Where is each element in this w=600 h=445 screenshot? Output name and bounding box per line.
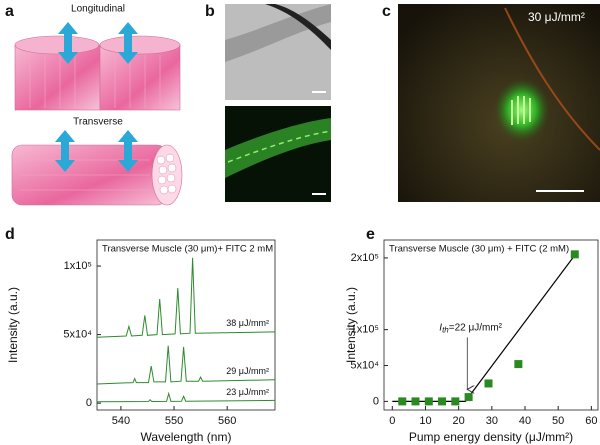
x-tick-label: 0 xyxy=(389,415,395,427)
panel-label: c xyxy=(382,3,391,20)
y-tick-label: 0 xyxy=(86,397,92,409)
panel-label: e xyxy=(366,226,375,243)
x-axis-label: Pump energy density (μJ/mm²) xyxy=(409,430,573,444)
chart-title: Transverse Muscle (30 μm)+ FITC 2 mM xyxy=(102,244,273,255)
data-point xyxy=(438,397,447,406)
y-axis-label: Intensity (a.u.) xyxy=(344,287,358,363)
panel-label: a xyxy=(5,3,14,20)
emission-lines xyxy=(511,96,531,125)
x-tick-label: 20 xyxy=(453,415,465,427)
laser-emission xyxy=(494,78,550,142)
plot-frame xyxy=(96,239,276,411)
data-point xyxy=(570,250,579,259)
fiber-edge xyxy=(227,130,332,163)
y-tick-label: 0 xyxy=(373,395,379,407)
x-tick-label: 60 xyxy=(585,415,597,427)
chart-title: Transverse Muscle (30 μm) + FITC (2 mM) xyxy=(389,244,569,255)
annotation-subscript: th xyxy=(442,326,449,335)
arrows xyxy=(55,130,138,172)
panel-label: b xyxy=(205,3,215,20)
annotation: Ith=22 μJ/mm² xyxy=(439,322,502,334)
spectrum-line xyxy=(96,345,276,385)
y-tick-label: 5x10⁴ xyxy=(350,359,379,371)
data-point xyxy=(514,360,523,369)
longitudinal-muscle xyxy=(14,35,181,111)
x-tick-label: 540 xyxy=(112,415,130,427)
x-tick-label: 550 xyxy=(165,415,183,427)
series-label: 23 μJ/mm² xyxy=(226,387,269,397)
annotation-symbol: I xyxy=(439,322,442,333)
spectrum-line xyxy=(96,391,276,403)
panel-a: a Longitudinal Transverse xyxy=(5,3,183,206)
annotation-text: =22 μJ/mm² xyxy=(449,322,503,333)
y-tick-label: 1x10⁵ xyxy=(64,260,92,272)
y-tick-label: 2x10⁵ xyxy=(351,252,379,264)
series-label: 29 μJ/mm² xyxy=(226,366,269,376)
caption: Longitudinal xyxy=(71,4,125,15)
data-point xyxy=(451,397,460,406)
y-axis-label: Intensity (a.u.) xyxy=(6,287,20,363)
data-point xyxy=(464,393,473,402)
x-tick-label: 560 xyxy=(218,415,236,427)
caption: Transverse xyxy=(73,117,123,128)
fiber xyxy=(225,118,331,178)
data-point xyxy=(424,397,433,406)
caption: 30 μJ/mm² xyxy=(528,10,585,24)
x-tick-label: 50 xyxy=(552,415,564,427)
transverse-muscle xyxy=(11,144,183,206)
x-tick-label: 10 xyxy=(419,415,431,427)
y-tick-label: 1x10⁵ xyxy=(351,324,379,336)
arrows xyxy=(58,22,138,64)
x-tick-label: 30 xyxy=(486,415,498,427)
x-tick-label: 40 xyxy=(519,415,531,427)
spectrum-line xyxy=(96,257,276,338)
y-tick-label: 5x10⁴ xyxy=(63,329,92,341)
panel-b: b xyxy=(205,3,332,202)
data-point xyxy=(484,379,493,388)
panel-label: d xyxy=(5,226,15,243)
data-point xyxy=(398,397,407,406)
plot-frame xyxy=(383,239,599,411)
panel-c: c 30 μJ/mm² xyxy=(382,3,600,202)
data-point xyxy=(411,397,420,406)
x-axis-label: Wavelength (nm) xyxy=(141,430,232,444)
fiber-streak xyxy=(504,7,600,151)
series-label: 38 μJ/mm² xyxy=(226,318,269,328)
